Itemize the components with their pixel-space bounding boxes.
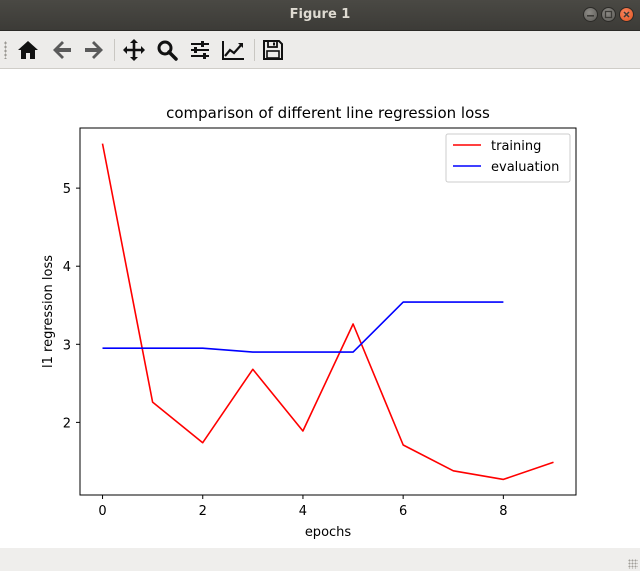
x-axis-label: epochs — [305, 525, 352, 540]
home-button[interactable] — [15, 37, 41, 63]
close-icon — [623, 11, 630, 18]
line-chart: comparison of different line regression … — [41, 104, 577, 540]
maximize-icon — [604, 10, 613, 19]
status-bar — [0, 548, 640, 571]
zoom-button[interactable] — [154, 37, 180, 63]
chart-title: comparison of different line regression … — [166, 104, 490, 122]
legend-label-evaluation: evaluation — [491, 160, 559, 175]
window-titlebar[interactable]: Figure 1 — [0, 0, 640, 31]
legend: training evaluation — [445, 133, 571, 183]
sliders-icon — [191, 41, 209, 59]
minimize-button[interactable] — [583, 7, 598, 22]
x-axis: 0 2 4 6 8 — [98, 495, 507, 519]
close-button[interactable] — [619, 7, 634, 22]
x-tick-label: 4 — [299, 504, 307, 519]
legend-box — [445, 133, 571, 183]
x-tick-label: 6 — [399, 504, 407, 519]
navigation-toolbar — [0, 31, 640, 69]
toolbar-separator — [114, 39, 115, 61]
toolbar-separator — [254, 39, 255, 61]
edit-axis-button[interactable] — [220, 37, 246, 63]
move-icon — [123, 39, 145, 61]
line-chart-icon — [222, 41, 244, 60]
maximize-button[interactable] — [601, 7, 616, 22]
floppy-disk-icon — [263, 40, 283, 60]
resize-grip[interactable] — [628, 559, 638, 569]
series-line-training — [101, 143, 554, 481]
save-button[interactable] — [260, 37, 286, 63]
x-tick-label: 8 — [499, 504, 507, 519]
y-tick-label: 5 — [63, 182, 71, 197]
figure-canvas[interactable]: comparison of different line regression … — [0, 69, 640, 548]
arrow-left-icon — [53, 41, 71, 59]
back-button[interactable] — [49, 37, 75, 63]
y-tick-label: 2 — [63, 416, 71, 431]
y-tick-label: 4 — [63, 260, 71, 275]
axes-frame — [79, 127, 577, 496]
y-axis-label: l1 regression loss — [41, 255, 56, 368]
window-title: Figure 1 — [289, 7, 351, 22]
forward-button[interactable] — [81, 37, 107, 63]
magnifier-icon — [157, 40, 178, 61]
pan-button[interactable] — [121, 37, 147, 63]
y-tick-label: 3 — [63, 338, 71, 353]
y-axis: 2 3 4 5 — [63, 182, 80, 431]
subplots-button[interactable] — [187, 37, 213, 63]
series-layer — [101, 143, 554, 481]
minimize-icon — [587, 15, 594, 17]
arrow-right-icon — [85, 41, 103, 59]
home-icon — [18, 41, 38, 59]
x-tick-label: 0 — [98, 504, 106, 519]
legend-label-training: training — [491, 139, 541, 154]
toolbar-grip[interactable] — [4, 41, 7, 59]
x-tick-label: 2 — [199, 504, 207, 519]
series-line-evaluation — [102, 301, 504, 353]
